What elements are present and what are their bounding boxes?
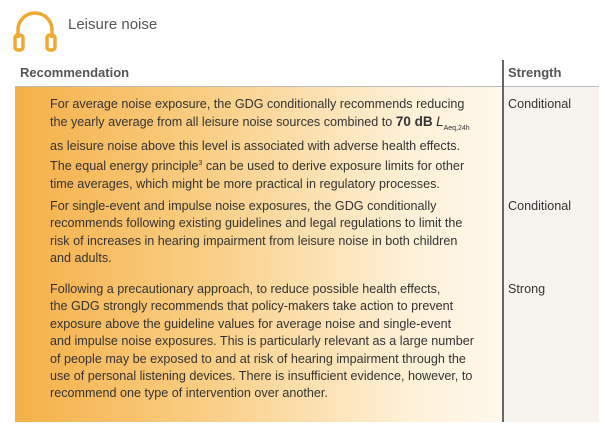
text-segment: 70 dB (395, 114, 433, 130)
text-segment: of people may be exposed to and at risk … (50, 351, 466, 366)
text-segment: time averages, which might be more pract… (50, 176, 440, 191)
text-line: and adults. (50, 250, 462, 267)
text-line: as leisure noise above this level is ass… (50, 138, 470, 155)
text-line: For single-event and impulse noise expos… (50, 198, 462, 215)
column-header: Strength (508, 65, 562, 80)
headphones-icon (13, 11, 57, 52)
text-segment: 3 (198, 160, 203, 168)
text-line: The equal energy principle3 can be used … (50, 155, 470, 175)
text-segment: as leisure noise above this level is ass… (50, 138, 460, 153)
text-segment: The equal energy principle (50, 159, 199, 174)
text-line: recommends following existing guidelines… (50, 215, 462, 232)
text-segment: and impulse noise exposures. This is par… (50, 334, 474, 349)
text-segment: L (436, 114, 444, 130)
text-line: of people may be exposed to and at risk … (50, 351, 474, 368)
text-line: the yearly average from all leisure nois… (50, 113, 470, 137)
text-segment: risk of increases in hearing impairment … (50, 233, 458, 248)
text-segment: Aeq,24h (443, 125, 470, 133)
text-segment: the yearly average from all leisure nois… (50, 115, 396, 130)
text-line: and impulse noise exposures. This is par… (50, 333, 474, 350)
recommendation-column (15, 87, 502, 422)
text-segment: Following a precautionary approach, to r… (50, 282, 441, 296)
recommendation-text: For average noise exposure, the GDG cond… (50, 96, 470, 193)
text-line: use of personal listening devices. There… (50, 368, 474, 385)
text-segment: recommends following existing guidelines… (50, 216, 463, 231)
text-line: exposure above the guideline values for … (50, 316, 474, 333)
text-segment: the GDG strongly recommends that policy-… (50, 299, 454, 314)
text-line: recommend one type of intervention over … (50, 385, 474, 402)
recommendation-text: Following a precautionary approach, to r… (50, 281, 474, 403)
strength-text: Conditional (508, 97, 572, 111)
text-line: the GDG strongly recommends that policy-… (50, 298, 474, 315)
strength-text: Strong (508, 282, 546, 296)
text-line: risk of increases in hearing impairment … (50, 233, 462, 250)
strength-column (503, 87, 599, 422)
text-segment: For single-event and impulse noise expos… (50, 199, 437, 213)
text-segment: can be used to derive exposure limits fo… (202, 159, 465, 174)
text-line: Following a precautionary approach, to r… (50, 281, 474, 298)
strength-text: Conditional (508, 199, 572, 213)
text-line: For average noise exposure, the GDG cond… (50, 96, 470, 113)
recommendation-text: For single-event and impulse noise expos… (50, 198, 462, 268)
column-header: Recommendation (20, 65, 130, 80)
text-segment: exposure above the guideline values for … (50, 316, 452, 331)
text-segment: For average noise exposure, the GDG cond… (50, 97, 465, 111)
column-divider (502, 60, 504, 422)
text-segment: recommend one type of intervention over … (50, 386, 328, 401)
text-line: time averages, which might be more pract… (50, 176, 470, 193)
text-segment: use of personal listening devices. There… (50, 369, 473, 384)
section-title: Leisure noise (68, 16, 158, 33)
text-segment: and adults. (50, 251, 112, 266)
header-rule (15, 86, 599, 87)
